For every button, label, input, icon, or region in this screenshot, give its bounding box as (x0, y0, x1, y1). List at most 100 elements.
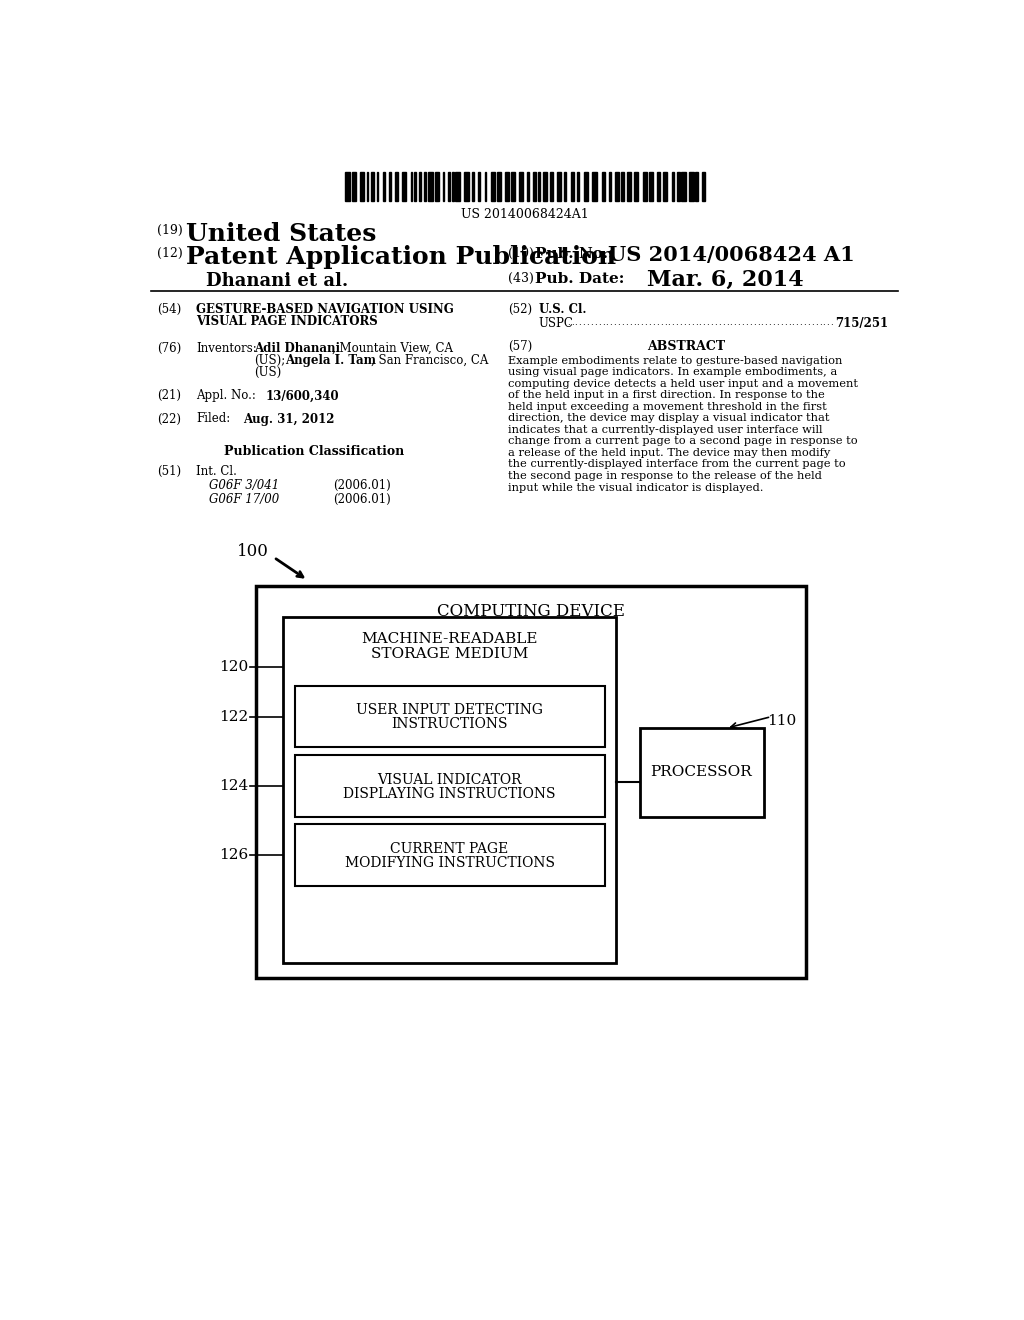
Text: .: . (702, 318, 706, 326)
Bar (420, 172, 421, 201)
Text: .: . (830, 318, 833, 326)
Text: Dhanani et al.: Dhanani et al. (206, 272, 348, 290)
Text: .: . (683, 318, 686, 326)
Text: .: . (641, 318, 643, 326)
Text: direction, the device may display a visual indicator that: direction, the device may display a visu… (508, 413, 829, 424)
Text: PROCESSOR: PROCESSOR (650, 766, 753, 780)
Text: .: . (570, 318, 573, 326)
Text: G06F 17/00: G06F 17/00 (209, 492, 280, 506)
Bar (505, 172, 509, 201)
Text: DISPLAYING INSTRUCTIONS: DISPLAYING INSTRUCTIONS (343, 787, 556, 801)
Text: US 20140068424A1: US 20140068424A1 (461, 209, 589, 222)
Text: Patent Application Publication: Patent Application Publication (186, 244, 616, 269)
Text: Aug. 31, 2012: Aug. 31, 2012 (243, 412, 334, 425)
Text: (US): (US) (254, 367, 282, 379)
Text: (21): (21) (158, 389, 181, 403)
Text: (22): (22) (158, 412, 181, 425)
Text: .: . (594, 318, 597, 326)
Bar (527, 172, 529, 201)
Text: USPC: USPC (539, 317, 573, 330)
Bar (557, 172, 561, 201)
Bar (518, 172, 523, 201)
Text: .: . (707, 318, 709, 326)
Text: .: . (691, 318, 693, 326)
Bar (367, 172, 369, 201)
Text: .: . (722, 318, 725, 326)
Text: .: . (687, 318, 689, 326)
Text: indicates that a currently-displayed user interface will: indicates that a currently-displayed use… (508, 425, 822, 434)
Text: 715/251: 715/251 (835, 317, 888, 330)
Text: MODIFYING INSTRUCTIONS: MODIFYING INSTRUCTIONS (345, 855, 555, 870)
Text: .: . (737, 318, 740, 326)
Text: .: . (583, 318, 585, 326)
Bar (401, 172, 407, 201)
Text: US 2014/0068424 A1: US 2014/0068424 A1 (608, 244, 855, 264)
Text: Pub. Date:: Pub. Date: (535, 272, 625, 286)
Text: .: . (757, 318, 760, 326)
Bar (681, 172, 686, 201)
Text: .: . (815, 318, 817, 326)
Bar (615, 172, 620, 201)
Text: .: . (625, 318, 628, 326)
Bar (352, 172, 356, 201)
Text: (2006.01): (2006.01) (334, 479, 391, 492)
Text: of the held input in a first direction. In response to the: of the held input in a first direction. … (508, 391, 824, 400)
Text: .: . (694, 318, 697, 326)
Text: MACHINE-READABLE: MACHINE-READABLE (361, 632, 538, 645)
Text: United States: United States (186, 222, 377, 246)
Text: 13/600,340: 13/600,340 (266, 389, 340, 403)
Text: .: . (761, 318, 763, 326)
Text: .: . (613, 318, 616, 326)
Text: Adil Dhanani: Adil Dhanani (254, 342, 340, 355)
Bar (695, 172, 698, 201)
Bar (570, 172, 574, 201)
Text: Publication Classification: Publication Classification (224, 445, 404, 458)
Text: VISUAL INDICATOR: VISUAL INDICATOR (378, 772, 522, 787)
Text: .: . (776, 318, 779, 326)
Text: .: . (819, 318, 821, 326)
Text: .: . (730, 318, 732, 326)
Text: ABSTRACT: ABSTRACT (647, 341, 725, 354)
Text: .: . (668, 318, 671, 326)
Bar (538, 172, 541, 201)
Text: COMPUTING DEVICE: COMPUTING DEVICE (437, 603, 625, 619)
Bar (640, 729, 764, 817)
Text: (57): (57) (508, 341, 532, 354)
Text: .: . (796, 318, 798, 326)
Text: (43): (43) (508, 272, 534, 285)
Bar (689, 172, 693, 201)
Bar (657, 172, 659, 201)
Text: .: . (787, 318, 791, 326)
Bar (256, 586, 806, 978)
Bar (435, 172, 438, 201)
Bar (550, 172, 554, 201)
Text: .: . (780, 318, 782, 326)
Text: .: . (579, 318, 582, 326)
Bar (345, 172, 349, 201)
Text: .: . (803, 318, 806, 326)
Text: .: . (567, 318, 569, 326)
Bar (601, 172, 605, 201)
Bar (478, 172, 480, 201)
Bar (295, 686, 604, 747)
Text: Pub. No.:: Pub. No.: (535, 247, 613, 261)
Text: .: . (826, 318, 829, 326)
Bar (511, 172, 515, 201)
Bar (634, 172, 638, 201)
Bar (295, 825, 604, 886)
Bar (663, 172, 668, 201)
Text: (10): (10) (508, 247, 534, 260)
Text: U.S. Cl.: U.S. Cl. (539, 304, 587, 317)
Bar (411, 172, 413, 201)
Text: .: . (698, 318, 701, 326)
Text: (54): (54) (158, 304, 181, 317)
Text: .: . (811, 318, 814, 326)
Bar (394, 172, 397, 201)
Bar (677, 172, 680, 201)
Text: .: . (664, 318, 667, 326)
Text: GESTURE-BASED NAVIGATION USING: GESTURE-BASED NAVIGATION USING (197, 304, 454, 317)
Text: .: . (807, 318, 810, 326)
Text: Filed:: Filed: (197, 412, 230, 425)
Text: using visual page indicators. In example embodiments, a: using visual page indicators. In example… (508, 367, 837, 378)
Text: (51): (51) (158, 465, 181, 478)
